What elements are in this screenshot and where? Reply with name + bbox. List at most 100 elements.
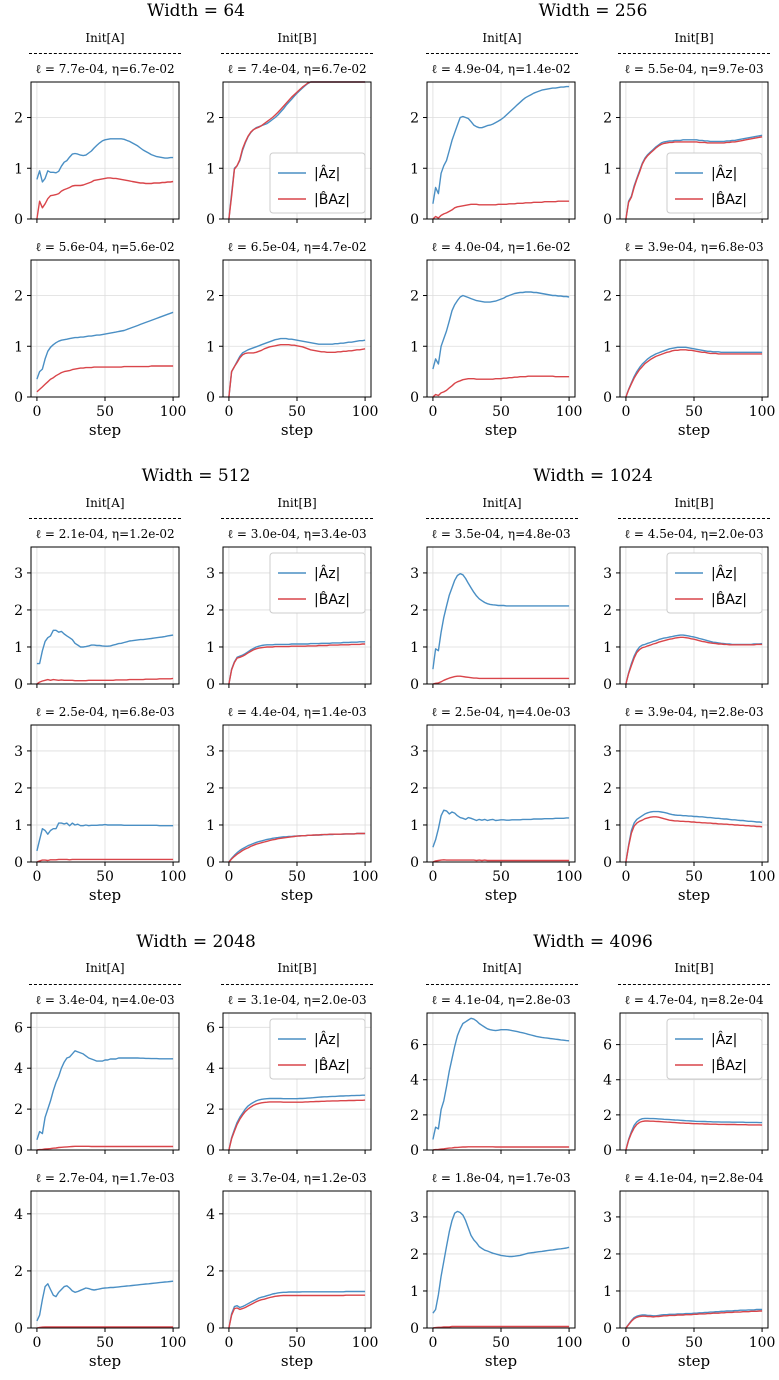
y-tick-label: 4 — [410, 1073, 419, 1089]
subplot-title: ℓ = 3.4e-04, η=4.0e-03 — [35, 993, 174, 1007]
column-head-divider — [29, 53, 181, 54]
y-tick-label: 2 — [603, 289, 612, 305]
column-head-divider — [221, 984, 373, 985]
group-title-width-2048: Width = 2048 — [136, 932, 256, 952]
subplot-title: ℓ = 2.1e-04, η=1.2e-02 — [35, 527, 174, 541]
y-tick-label: 0 — [603, 1143, 612, 1159]
legend: |Âz| |B̂Az| — [666, 152, 763, 214]
y-tick-label: 4 — [14, 1207, 23, 1223]
x-tick-label: 100 — [749, 404, 776, 420]
y-tick-label: 2 — [410, 781, 419, 797]
y-tick-label: 6 — [14, 1020, 23, 1036]
series-line-az — [228, 1094, 366, 1151]
x-tick-label: 50 — [288, 869, 306, 885]
series-line-baz — [432, 1146, 570, 1151]
y-tick-label: 2 — [14, 111, 23, 127]
x-tick-label: 50 — [96, 869, 114, 885]
y-tick-label: 1 — [206, 818, 215, 834]
y-tick-label: 1 — [603, 161, 612, 177]
y-tick-label: 0 — [14, 677, 23, 693]
column-head-divider — [426, 53, 578, 54]
x-tick-label: 0 — [32, 869, 41, 885]
y-tick-label: 1 — [410, 1284, 419, 1300]
y-tick-label: 2 — [206, 111, 215, 127]
y-tick-label: 3 — [14, 566, 23, 582]
y-tick-label: 0 — [14, 855, 23, 871]
subplot: ℓ = 3.7e-04, η=1.2e-03 0 2 4 0 50 100 step — [206, 1171, 378, 1370]
column-head-divider — [618, 984, 770, 985]
subplot: ℓ = 3.1e-04, η=2.0e-03 0 2 4 6 |Âz| |B̂Az| — [206, 993, 372, 1159]
series-line-baz — [432, 200, 570, 220]
y-tick-label: 3 — [14, 744, 23, 760]
subplot-title: ℓ = 5.6e-04, η=5.6e-02 — [35, 240, 174, 254]
subplot-title: ℓ = 3.7e-04, η=1.2e-03 — [227, 1171, 366, 1185]
x-tick-label: 0 — [32, 404, 41, 420]
x-tick-label: 100 — [556, 869, 583, 885]
y-tick-label: 0 — [603, 1321, 612, 1337]
x-tick-label: 100 — [160, 404, 187, 420]
column-head-divider — [29, 518, 181, 519]
x-tick-label: 50 — [492, 869, 510, 885]
y-tick-label: 2 — [410, 1247, 419, 1263]
legend-label: |B̂Az| — [711, 591, 747, 608]
subplot-title: ℓ = 5.5e-04, η=9.7e-03 — [624, 62, 763, 76]
y-tick-label: 6 — [410, 1038, 419, 1054]
y-tick-label: 1 — [206, 640, 215, 656]
column-head-init-a: Init[A] — [482, 31, 522, 45]
y-tick-label: 2 — [206, 1102, 215, 1118]
y-tick-label: 1 — [410, 161, 419, 177]
y-tick-label: 1 — [14, 640, 23, 656]
series-line-az — [36, 1280, 174, 1322]
subplot: ℓ = 4.1e-04, η=2.8e-03 0 2 4 6 — [410, 993, 576, 1159]
x-tick-label: 50 — [492, 1335, 510, 1351]
x-axis-label: step — [89, 421, 121, 439]
y-tick-label: 1 — [410, 339, 419, 355]
x-tick-label: 0 — [224, 1335, 233, 1351]
x-tick-label: 100 — [352, 404, 379, 420]
y-tick-label: 0 — [206, 1321, 215, 1337]
subplot-title: ℓ = 3.0e-04, η=3.4e-03 — [227, 527, 366, 541]
x-tick-label: 50 — [685, 404, 703, 420]
legend-box — [269, 552, 366, 614]
y-tick-label: 2 — [603, 603, 612, 619]
x-tick-label: 100 — [749, 1335, 776, 1351]
y-tick-label: 2 — [14, 1102, 23, 1118]
x-axis-label: step — [485, 1352, 517, 1370]
y-tick-label: 1 — [14, 161, 23, 177]
y-tick-label: 2 — [14, 289, 23, 305]
y-tick-label: 1 — [410, 818, 419, 834]
subplot-title: ℓ = 7.4e-04, η=6.7e-02 — [227, 62, 366, 76]
column-head-init-b: Init[B] — [674, 496, 714, 510]
subplot-title: ℓ = 3.1e-04, η=2.0e-03 — [227, 993, 366, 1007]
y-tick-label: 1 — [410, 640, 419, 656]
x-axis-label: step — [281, 1352, 313, 1370]
series-line-az — [625, 1117, 763, 1151]
y-tick-label: 0 — [14, 390, 23, 406]
column-head-init-a: Init[A] — [85, 496, 125, 510]
subplot-title: ℓ = 4.0e-04, η=1.6e-02 — [431, 240, 570, 254]
legend-label: |Âz| — [711, 164, 737, 182]
group-title-width-64: Width = 64 — [147, 1, 245, 21]
y-tick-label: 0 — [14, 212, 23, 228]
series-line-az — [432, 809, 570, 848]
y-tick-label: 3 — [410, 1210, 419, 1226]
series-line-az — [228, 641, 366, 685]
column-head-divider — [221, 53, 373, 54]
column-head-divider — [221, 518, 373, 519]
y-tick-label: 2 — [14, 1264, 23, 1280]
y-tick-label: 0 — [206, 390, 215, 406]
x-axis-label: step — [678, 1352, 710, 1370]
series-line-az — [36, 822, 174, 852]
legend-box — [666, 152, 763, 214]
series-line-baz — [625, 349, 763, 398]
y-tick-label: 2 — [14, 781, 23, 797]
subplot-title: ℓ = 4.5e-04, η=2.0e-03 — [624, 527, 763, 541]
y-tick-label: 0 — [603, 212, 612, 228]
y-tick-label: 0 — [410, 390, 419, 406]
series-line-baz — [432, 675, 570, 685]
y-tick-label: 3 — [206, 744, 215, 760]
x-axis-label: step — [281, 886, 313, 904]
y-tick-label: 4 — [206, 1207, 215, 1223]
y-tick-label: 3 — [410, 566, 419, 582]
x-tick-label: 100 — [556, 1335, 583, 1351]
